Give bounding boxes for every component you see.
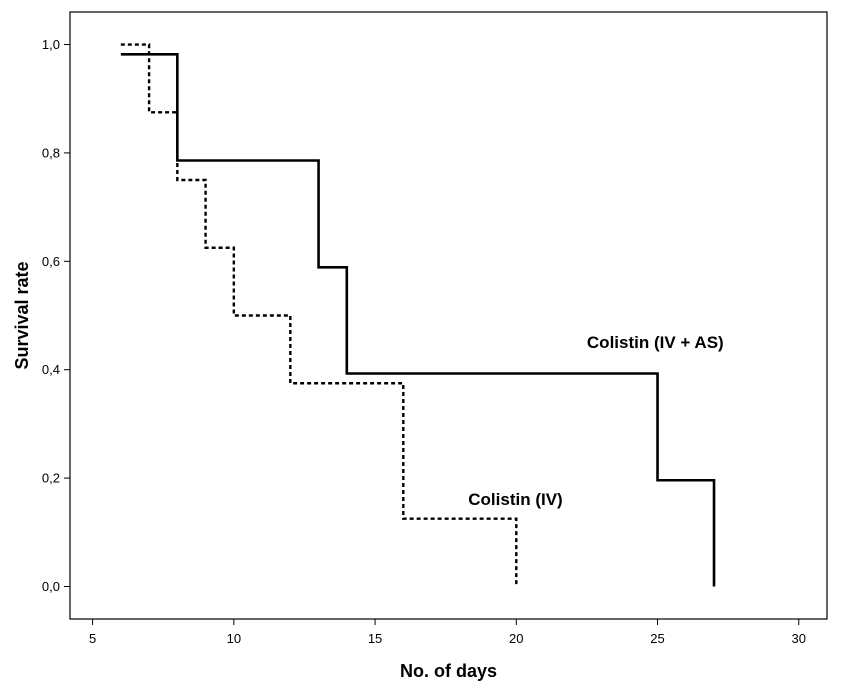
annotations: Colistin (IV + AS) Colistin (IV) bbox=[468, 333, 723, 509]
x-tick-label: 25 bbox=[650, 631, 664, 646]
y-tick-label: 0,0 bbox=[42, 579, 60, 594]
y-axis-title: Survival rate bbox=[12, 261, 32, 369]
series-label-0: Colistin (IV + AS) bbox=[587, 333, 724, 352]
axis-ticks: 5 10 15 20 25 30 0,0 0,2 0,4 0,6 0,8 1,0 bbox=[42, 37, 806, 646]
series-line-0 bbox=[120, 52, 716, 587]
x-tick-label: 30 bbox=[792, 631, 806, 646]
plot-frame bbox=[69, 11, 828, 620]
x-axis-title: No. of days bbox=[400, 661, 497, 681]
series-line-1 bbox=[120, 43, 518, 587]
series-label-1: Colistin (IV) bbox=[468, 490, 562, 509]
x-tick-label: 15 bbox=[368, 631, 382, 646]
y-tick-label: 1,0 bbox=[42, 37, 60, 52]
y-tick-label: 0,2 bbox=[42, 471, 60, 486]
y-tick-label: 0,6 bbox=[42, 254, 60, 269]
series-lines bbox=[120, 43, 716, 587]
x-tick-label: 20 bbox=[509, 631, 523, 646]
y-tick-label: 0,4 bbox=[42, 362, 60, 377]
x-tick-label: 10 bbox=[227, 631, 241, 646]
x-tick-label: 5 bbox=[89, 631, 96, 646]
y-tick-label: 0,8 bbox=[42, 145, 60, 160]
